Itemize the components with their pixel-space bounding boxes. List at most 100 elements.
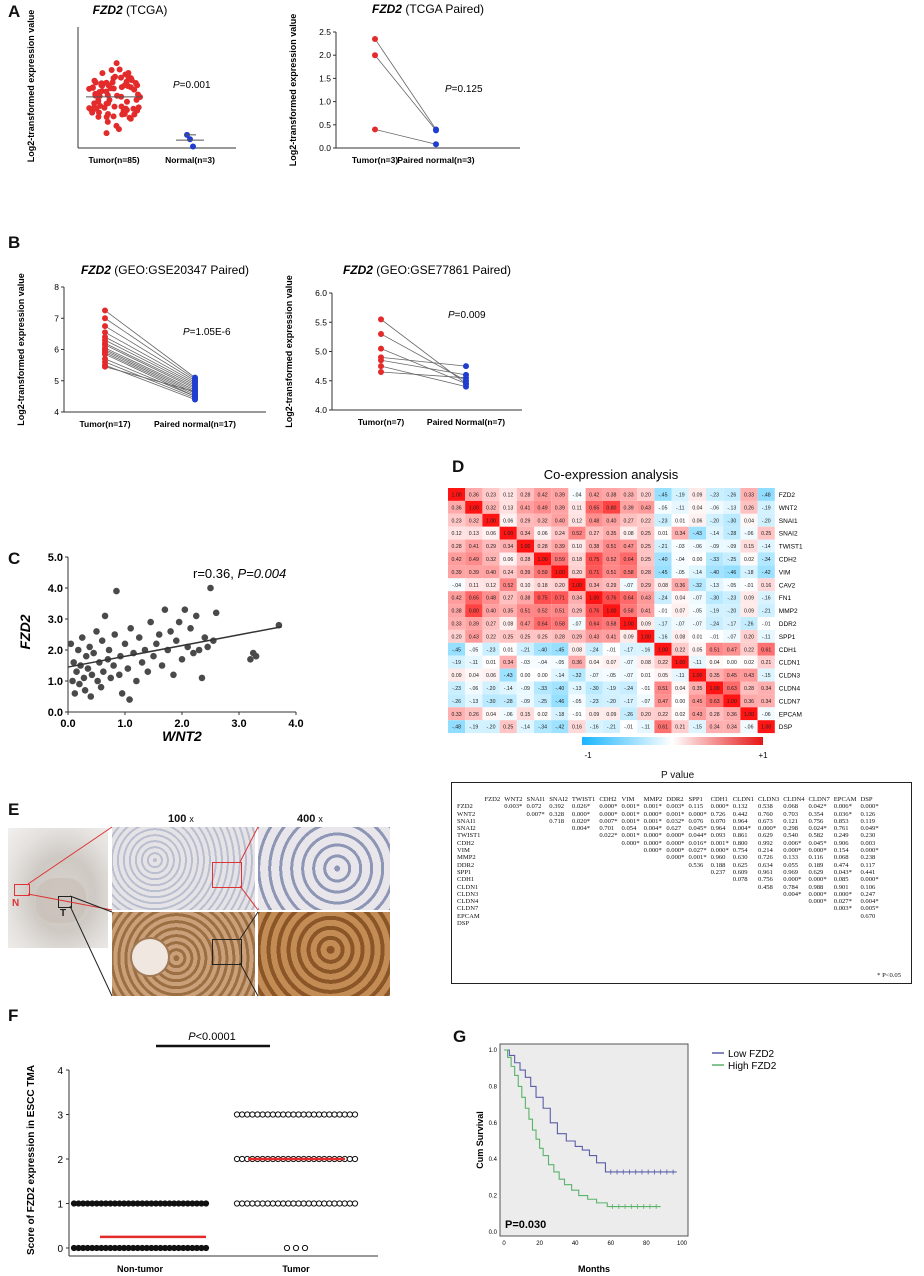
chart-d-cell xyxy=(482,488,500,501)
chart-d-cell-value: -.20 xyxy=(710,518,719,524)
pvalue-cell: 0.070 xyxy=(710,817,726,825)
pvalue-cell xyxy=(570,854,597,861)
chart-d-cell-value: 0.34 xyxy=(503,660,513,666)
chart-B1-pair-line xyxy=(104,349,196,393)
chart-d-cell xyxy=(757,488,775,501)
chart-d-cell xyxy=(465,591,483,605)
chart-c-point xyxy=(110,662,117,669)
chart-a1-tumor-point xyxy=(103,130,110,137)
chart-c-point xyxy=(118,690,126,697)
chart-d-cell xyxy=(740,591,758,605)
chart-d-gene-label: CDH2 xyxy=(779,556,797,563)
chart-d-cell xyxy=(585,565,603,579)
chart-d-cell xyxy=(585,539,603,553)
chart-d-cell xyxy=(551,526,569,540)
pvalue-cell: 0.054 xyxy=(621,825,637,833)
pvalue-col-header: FZD2 xyxy=(484,796,501,803)
chart-d-cell-value: 1.00 xyxy=(452,492,462,498)
chart-d-cell xyxy=(602,642,620,656)
pvalue-cell: 0.960 xyxy=(710,854,726,862)
chart-d-cell-value: 0.09 xyxy=(692,492,702,498)
chart-d-cell-value: -.09 xyxy=(710,544,719,550)
chart-d-gene-label: CAV2 xyxy=(779,582,796,589)
chart-d-cell xyxy=(499,629,517,643)
pvalue-cell xyxy=(525,891,548,898)
chart-d-cell xyxy=(585,655,603,669)
chart-a1-tumor-point xyxy=(121,82,128,89)
chart-d-cell xyxy=(757,642,775,656)
chart-c-point xyxy=(69,677,76,685)
chart-a1-xtick: Normal(n=3) xyxy=(165,155,215,165)
chart-d-cell xyxy=(482,694,500,708)
chart-d-cell-value: -.03 xyxy=(521,660,530,666)
chart-d-cell-value: 0.28 xyxy=(641,570,651,576)
chart-d-cell-value: 0.42 xyxy=(452,557,462,563)
chart-d-cell xyxy=(568,668,586,682)
chart-d-cell xyxy=(516,655,534,669)
chart-d-cell-value: 0.22 xyxy=(744,647,754,653)
chart-g-plot-area xyxy=(499,1043,689,1237)
chart-d-cell xyxy=(551,578,569,592)
chart-d-cell-value: 0.61 xyxy=(761,647,771,653)
pvalue-cell xyxy=(547,847,570,854)
chart-d-cell-value: -.05 xyxy=(693,609,702,615)
chart-d-cell-value: 1.00 xyxy=(761,725,771,731)
chart-d-cell-value: -.04 xyxy=(573,492,582,498)
chart-d-cell-value: -.06 xyxy=(504,712,513,718)
pvalue-cell xyxy=(620,876,642,883)
panel-label-g: G xyxy=(453,1027,467,1046)
chart-d-cell-value: -.14 xyxy=(710,531,719,537)
chart-d-cell-value: 0.39 xyxy=(469,570,479,576)
chart-f-pvalue: P<0.0001 xyxy=(188,1031,235,1043)
chart-d-cell xyxy=(516,488,534,501)
chart-d-cell xyxy=(568,578,586,592)
chart-c-point xyxy=(97,683,105,691)
pvalue-cell xyxy=(709,913,731,920)
chart-d-cell xyxy=(740,681,758,695)
chart-d-cell xyxy=(568,488,586,501)
mag-400-label: 400 x xyxy=(297,813,323,825)
chart-d-cell xyxy=(465,642,483,656)
chart-g-ytick: 0.4 xyxy=(489,1157,498,1163)
chart-d-cell-value: 0.25 xyxy=(503,634,513,640)
pvalue-cell xyxy=(756,920,781,927)
chart-d-cell-value: -.06 xyxy=(745,531,754,537)
chart-d-cell xyxy=(671,565,689,579)
chart-d-cell-value: -.23 xyxy=(590,699,599,705)
chart-d-cell xyxy=(637,539,655,553)
chart-d-cell-value: 1.00 xyxy=(675,660,685,666)
chart-d-cell-value: 0.12 xyxy=(486,583,496,589)
pvalue-cell xyxy=(664,920,686,927)
panel-label-c: C xyxy=(8,549,21,568)
chart-d-cell-value: -.09 xyxy=(521,699,530,705)
chart-d-cell xyxy=(757,604,775,617)
chart-g-xtick: 100 xyxy=(677,1241,688,1247)
chart-d-cell xyxy=(516,539,534,553)
pvalue-cell: 0.045* xyxy=(808,839,827,847)
pvalue-cell: 0.119 xyxy=(860,817,876,825)
chart-d-cell-value: 0.43 xyxy=(692,712,702,718)
chart-d-cell xyxy=(723,526,741,540)
chart-d-cell-value: -.46 xyxy=(555,699,564,705)
chart-a1-tumor-point xyxy=(93,105,100,112)
chart-d-cell-value: -.20 xyxy=(607,699,616,705)
chart-d-cell xyxy=(602,604,620,617)
chart-d-cell-value: -.18 xyxy=(555,712,564,718)
chart-d-cell xyxy=(757,720,775,734)
pvalue-cell xyxy=(664,876,686,883)
chart-g-pvalue: P=0.030 xyxy=(505,1219,546,1231)
chart-d-cell xyxy=(654,668,672,682)
chart-d-cell-value: 0.28 xyxy=(744,686,754,692)
chart-d-cell-value: 0.35 xyxy=(710,673,720,679)
pvalue-row: SNAI2 0.004* 0.701 0.054 0.004* 0.627 0.045* 0.… xyxy=(455,825,881,832)
chart-d-cell-value: 0.00 xyxy=(520,673,530,679)
chart-B2-pair-line xyxy=(380,371,467,379)
pvalue-cell: 0.004* xyxy=(643,825,662,833)
pvalue-table-title: P value xyxy=(661,770,695,781)
pvalue-cell: 0.000* xyxy=(808,847,827,855)
pvalue-cell: 0.000* xyxy=(666,854,685,862)
pvalue-cell xyxy=(597,905,619,912)
chart-a1-tumor-point xyxy=(115,126,122,133)
chart-d-cell-value: 0.25 xyxy=(761,531,771,537)
chart-d-cell-value: 0.32 xyxy=(469,518,479,524)
